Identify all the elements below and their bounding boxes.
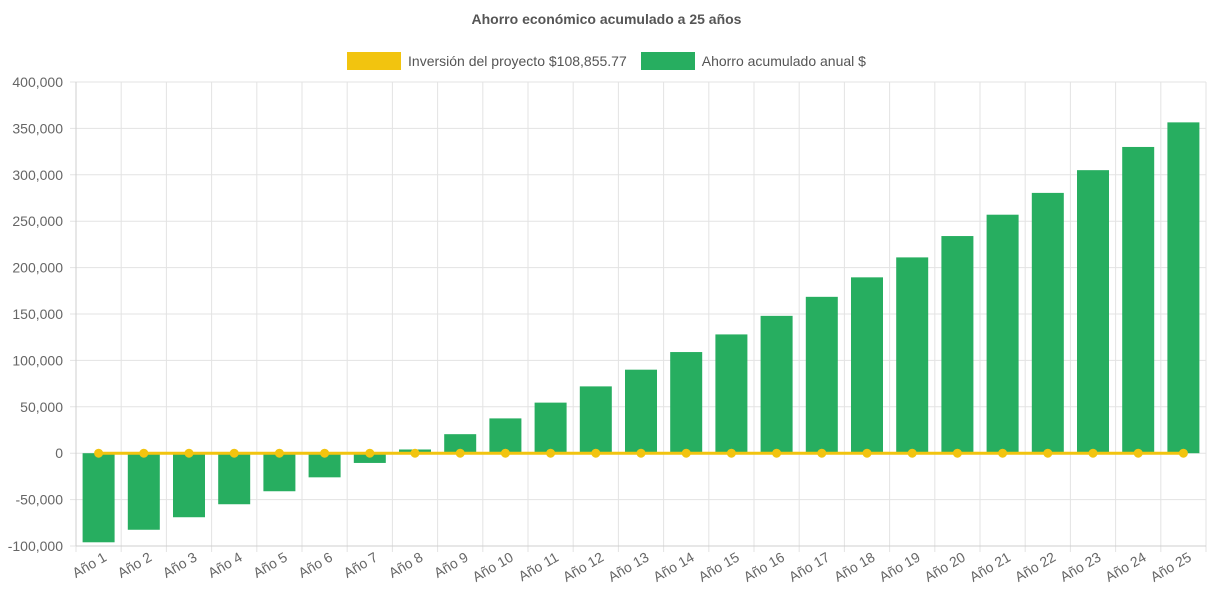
investment-point[interactable]: [681, 448, 691, 458]
investment-point[interactable]: [817, 448, 827, 458]
x-tick-label: Año 16: [741, 549, 788, 585]
x-tick-label: Año 22: [1012, 549, 1059, 585]
x-tick-label: Año 11: [516, 549, 562, 585]
bar[interactable]: [353, 453, 386, 463]
bar[interactable]: [625, 369, 657, 454]
legend-label-savings: Ahorro acumulado anual $: [701, 53, 866, 69]
bar[interactable]: [715, 334, 748, 454]
y-tick-label: -100,000: [8, 538, 63, 554]
x-tick-label: Año 6: [295, 549, 335, 581]
investment-point[interactable]: [274, 448, 284, 458]
y-tick-label: 50,000: [20, 399, 63, 415]
x-tick-label: Año 3: [160, 549, 200, 581]
y-tick-label: 400,000: [12, 74, 63, 90]
investment-point[interactable]: [184, 448, 194, 458]
y-tick-label: 100,000: [12, 352, 63, 368]
investment-point[interactable]: [1043, 448, 1053, 458]
bar[interactable]: [1077, 170, 1109, 454]
bar[interactable]: [1167, 122, 1200, 454]
x-tick-label: Año 7: [341, 549, 381, 581]
bar[interactable]: [1122, 146, 1155, 454]
bar[interactable]: [444, 434, 477, 454]
investment-point[interactable]: [546, 448, 556, 458]
investment-point[interactable]: [229, 448, 239, 458]
y-tick-label: 150,000: [12, 306, 63, 322]
investment-point[interactable]: [500, 448, 510, 458]
investment-point[interactable]: [952, 448, 962, 458]
x-tick-label: Año 19: [876, 549, 923, 585]
y-tick-label: 200,000: [12, 260, 63, 276]
bar[interactable]: [173, 453, 205, 518]
investment-point[interactable]: [455, 448, 465, 458]
investment-point[interactable]: [907, 448, 917, 458]
y-tick-label: 300,000: [12, 167, 63, 183]
x-tick-label: Año 1: [69, 549, 109, 581]
bar[interactable]: [218, 453, 251, 505]
legend-item-investment[interactable]: Inversión del proyecto $108,855.77: [347, 52, 627, 70]
chart-title: Ahorro económico acumulado a 25 años: [471, 11, 742, 27]
bar[interactable]: [805, 296, 838, 454]
x-tick-label: Año 14: [650, 549, 697, 585]
legend: Inversión del proyecto $108,855.77 Ahorr…: [0, 52, 1213, 70]
investment-point[interactable]: [726, 448, 736, 458]
x-tick-label: Año 4: [205, 549, 245, 581]
investment-point[interactable]: [998, 448, 1008, 458]
x-tick-label: Año 10: [469, 549, 516, 585]
y-tick-label: 250,000: [12, 213, 63, 229]
investment-point[interactable]: [410, 448, 420, 458]
x-tick-label: Año 13: [605, 549, 652, 585]
x-tick-label: Año 8: [386, 549, 426, 581]
x-tick-label: Año 15: [695, 549, 742, 585]
bar[interactable]: [127, 453, 160, 530]
bar[interactable]: [851, 277, 883, 454]
bar[interactable]: [986, 214, 1019, 454]
investment-point[interactable]: [1178, 448, 1188, 458]
bar[interactable]: [579, 386, 612, 454]
investment-point[interactable]: [139, 448, 149, 458]
bar[interactable]: [760, 315, 793, 454]
y-tick-label: -50,000: [16, 492, 64, 508]
investment-point[interactable]: [1133, 448, 1143, 458]
x-tick-label: Año 9: [431, 549, 471, 581]
investment-point[interactable]: [320, 448, 330, 458]
investment-point[interactable]: [1088, 448, 1098, 458]
investment-point[interactable]: [772, 448, 782, 458]
x-tick-label: Año 24: [1102, 549, 1149, 585]
x-tick-label: Año 18: [831, 549, 878, 585]
bar[interactable]: [263, 453, 296, 492]
legend-swatch-investment: [347, 52, 402, 70]
investment-point[interactable]: [591, 448, 601, 458]
y-tick-label: 0: [55, 445, 63, 461]
bar[interactable]: [82, 453, 115, 543]
legend-swatch-savings: [640, 52, 695, 70]
bar[interactable]: [1031, 192, 1064, 454]
investment-point[interactable]: [862, 448, 872, 458]
x-tick-label: Año 17: [786, 549, 833, 585]
y-tick-label: 350,000: [12, 120, 63, 136]
bar[interactable]: [489, 418, 522, 454]
x-tick-label: Año 21: [967, 549, 1014, 585]
bar[interactable]: [941, 236, 974, 454]
x-tick-label: Año 23: [1057, 549, 1104, 585]
legend-label-investment: Inversión del proyecto $108,855.77: [408, 53, 627, 69]
x-tick-label: Año 12: [560, 549, 607, 585]
x-tick-label: Año 20: [921, 549, 968, 585]
bar[interactable]: [670, 352, 703, 454]
bar[interactable]: [534, 402, 567, 454]
legend-item-savings[interactable]: Ahorro acumulado anual $: [640, 52, 866, 70]
investment-point[interactable]: [94, 448, 104, 458]
x-tick-label: Año 2: [115, 549, 155, 581]
investment-point[interactable]: [365, 448, 375, 458]
investment-point[interactable]: [636, 448, 646, 458]
x-tick-label: Año 25: [1147, 549, 1194, 585]
bar[interactable]: [896, 257, 929, 454]
x-tick-label: Año 5: [250, 549, 290, 581]
